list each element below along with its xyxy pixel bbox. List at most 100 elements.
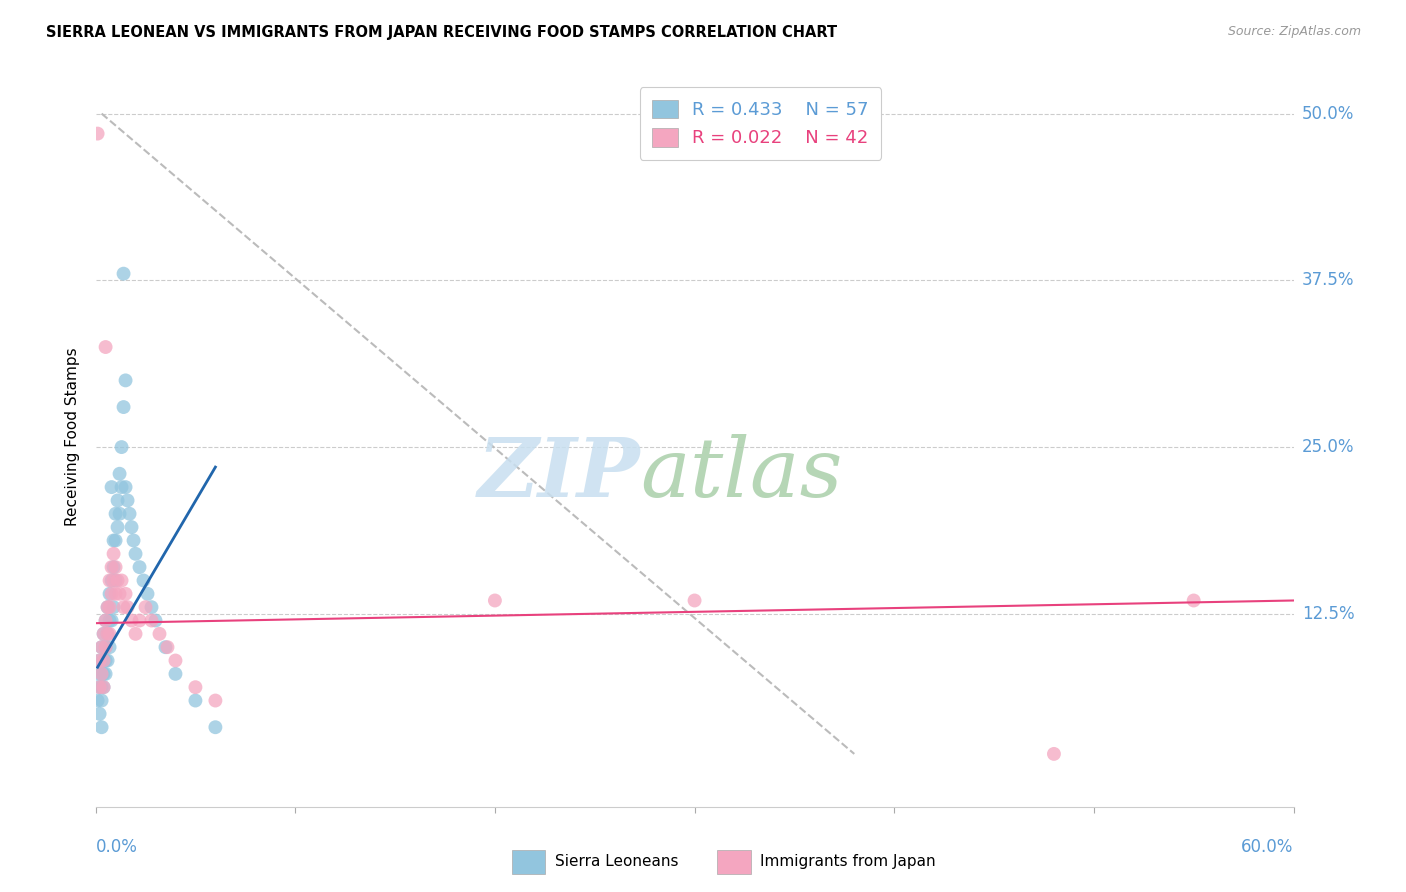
Point <box>100 560 122 574</box>
Point <box>132 574 155 588</box>
Point <box>110 440 132 454</box>
Point <box>94 614 117 628</box>
Point <box>90 720 112 734</box>
Point <box>114 480 136 494</box>
Point <box>90 666 112 681</box>
Point <box>86 693 108 707</box>
Point <box>108 507 131 521</box>
Point <box>97 600 120 615</box>
Point <box>135 600 157 615</box>
Point <box>184 680 207 694</box>
Point <box>112 600 135 615</box>
Point <box>90 693 112 707</box>
Point <box>94 666 117 681</box>
Point <box>86 666 108 681</box>
Point <box>93 680 115 694</box>
Point <box>90 680 112 694</box>
Point <box>117 493 139 508</box>
Point <box>165 653 187 667</box>
Point <box>89 706 111 721</box>
Point <box>114 587 136 601</box>
Point <box>148 627 170 641</box>
Point <box>97 627 120 641</box>
Point <box>93 653 115 667</box>
Point <box>141 600 163 615</box>
Point <box>93 627 115 641</box>
Point <box>156 640 179 655</box>
Point <box>89 680 111 694</box>
Point <box>93 680 115 694</box>
Point <box>90 666 112 681</box>
Point <box>103 560 125 574</box>
Point <box>124 627 146 641</box>
Point <box>683 593 706 607</box>
Point <box>100 587 122 601</box>
Point <box>98 614 121 628</box>
Bar <box>717 850 751 873</box>
Point <box>155 640 177 655</box>
Point <box>122 533 145 548</box>
Point <box>89 653 111 667</box>
Point <box>107 520 129 534</box>
Text: SIERRA LEONEAN VS IMMIGRANTS FROM JAPAN RECEIVING FOOD STAMPS CORRELATION CHART: SIERRA LEONEAN VS IMMIGRANTS FROM JAPAN … <box>46 25 838 40</box>
Point <box>121 614 143 628</box>
Text: 50.0%: 50.0% <box>1302 104 1354 122</box>
Point <box>136 587 159 601</box>
Point <box>103 547 125 561</box>
Point <box>98 574 121 588</box>
Point <box>94 340 117 354</box>
Point <box>94 614 117 628</box>
Point <box>107 493 129 508</box>
Text: atlas: atlas <box>641 434 844 514</box>
Point <box>103 533 125 548</box>
Point <box>114 373 136 387</box>
Point <box>108 587 131 601</box>
Point <box>184 693 207 707</box>
Bar <box>512 850 546 873</box>
Text: 0.0%: 0.0% <box>96 838 138 855</box>
Point <box>104 574 127 588</box>
Point <box>121 520 143 534</box>
Point <box>86 127 108 141</box>
Point <box>100 480 122 494</box>
Point <box>104 507 127 521</box>
Point <box>104 560 127 574</box>
Text: ZIP: ZIP <box>478 434 641 514</box>
Point <box>107 574 129 588</box>
Point <box>112 400 135 414</box>
Point <box>89 653 111 667</box>
Point <box>103 574 125 588</box>
Point <box>141 614 163 628</box>
Point <box>484 593 506 607</box>
Point <box>103 600 125 615</box>
Point <box>204 720 226 734</box>
Point <box>100 614 122 628</box>
Point <box>90 640 112 655</box>
Point <box>118 507 141 521</box>
Point <box>1043 747 1066 761</box>
Point <box>104 533 127 548</box>
Point <box>165 666 187 681</box>
Text: 37.5%: 37.5% <box>1302 271 1354 289</box>
Point <box>97 653 120 667</box>
Y-axis label: Receiving Food Stamps: Receiving Food Stamps <box>65 348 80 526</box>
Text: Immigrants from Japan: Immigrants from Japan <box>761 855 936 869</box>
Point <box>104 587 127 601</box>
Point <box>93 627 115 641</box>
Point <box>110 480 132 494</box>
Point <box>93 653 115 667</box>
Point <box>1182 593 1205 607</box>
Text: 60.0%: 60.0% <box>1241 838 1294 855</box>
Point <box>94 640 117 655</box>
Point <box>94 653 117 667</box>
Point <box>112 267 135 281</box>
Point <box>93 666 115 681</box>
Point <box>117 600 139 615</box>
Point <box>124 547 146 561</box>
Point <box>110 574 132 588</box>
Point <box>98 587 121 601</box>
Legend: R = 0.433    N = 57, R = 0.022    N = 42: R = 0.433 N = 57, R = 0.022 N = 42 <box>640 87 882 160</box>
Point <box>94 640 117 655</box>
Text: 25.0%: 25.0% <box>1302 438 1354 456</box>
Point <box>98 627 121 641</box>
